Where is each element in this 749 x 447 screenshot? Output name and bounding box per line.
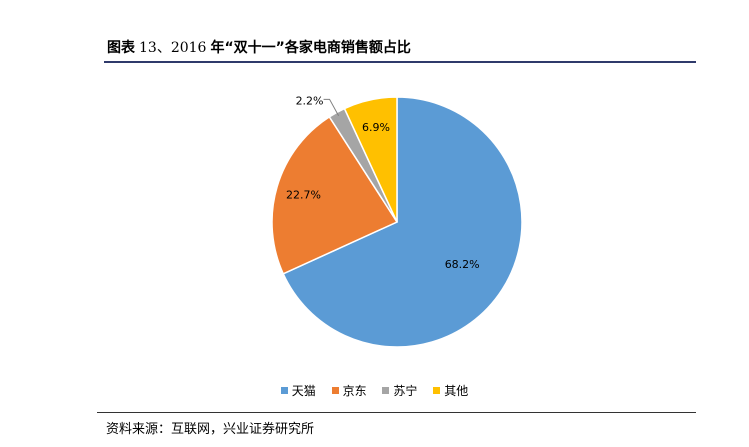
pie-slice-tmall bbox=[282, 96, 523, 348]
legend-swatch bbox=[382, 387, 390, 394]
pie-slices bbox=[271, 96, 523, 348]
title-divider bbox=[104, 61, 696, 63]
data-label-other: 6.9% bbox=[362, 121, 390, 134]
pie-slice-jd bbox=[271, 115, 399, 275]
leader-lines bbox=[323, 98, 340, 116]
legend-item-other: 其他 bbox=[433, 383, 468, 399]
data-label-jd: 22.7% bbox=[286, 189, 321, 202]
legend-item-tmall: 天猫 bbox=[280, 383, 316, 399]
chart-legend: 天猫 京东 苏宁 其他 bbox=[0, 383, 749, 399]
legend-item-jd: 京东 bbox=[331, 383, 367, 399]
source-divider bbox=[97, 412, 696, 413]
data-label-tmall: 68.2% bbox=[445, 258, 480, 271]
legend-label: 天猫 bbox=[291, 384, 316, 398]
data-label-suning: 2.2% bbox=[296, 94, 324, 107]
legend-label: 其他 bbox=[444, 384, 469, 398]
figure-title: 图表 13、2016 年“双十一”各家电商销售额占比 bbox=[107, 38, 411, 58]
source-note: 资料来源：互联网，兴业证券研究所 bbox=[106, 422, 315, 437]
legend-swatch bbox=[280, 387, 288, 394]
legend-swatch bbox=[433, 387, 441, 394]
legend-item-suning: 苏宁 bbox=[382, 383, 417, 399]
figure-label: 图表 bbox=[107, 40, 135, 56]
leader-line-suning bbox=[323, 98, 340, 116]
legend-label: 京东 bbox=[342, 384, 367, 398]
data-labels: 68.2% 22.7% 2.2% 6.9% bbox=[286, 94, 480, 271]
figure-number: 13、2016 bbox=[139, 40, 207, 56]
figure-title-text: 年“双十一”各家电商销售额占比 bbox=[210, 40, 411, 56]
pie-slice-other bbox=[343, 96, 398, 223]
legend-swatch bbox=[331, 387, 339, 394]
legend-label: 苏宁 bbox=[393, 384, 418, 398]
